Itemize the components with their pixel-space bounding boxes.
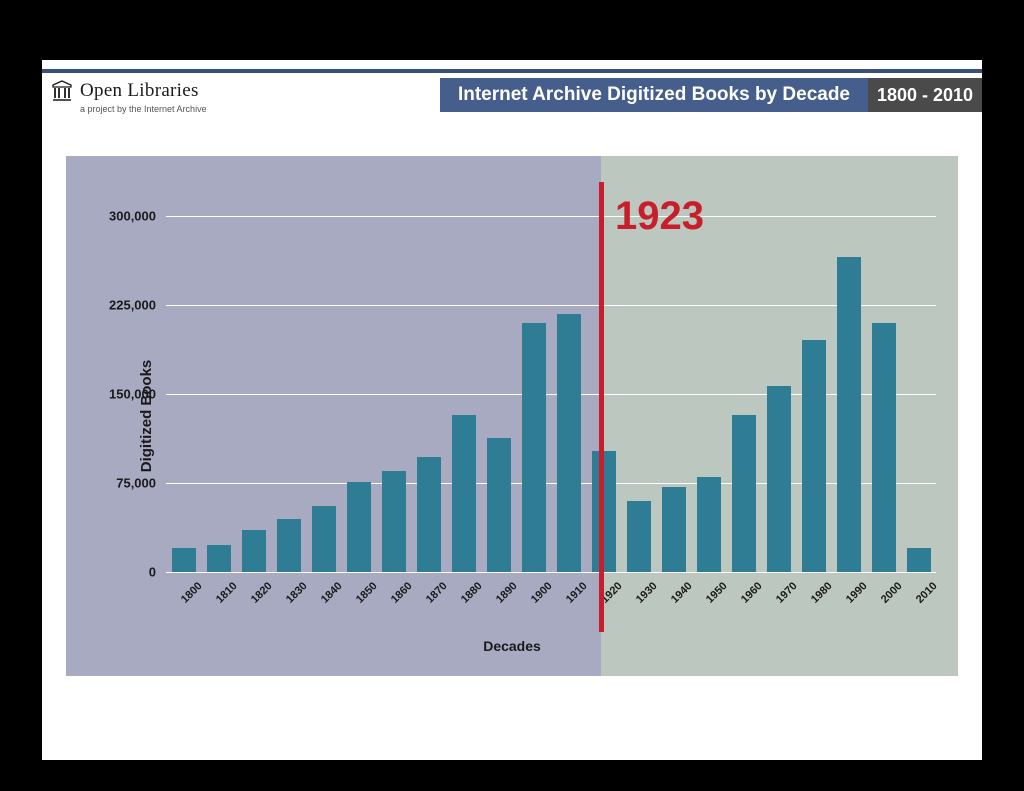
date-range: 1800 - 2010 <box>877 85 973 106</box>
bar <box>487 438 511 572</box>
bar <box>382 471 406 572</box>
plot-area: 075,000150,000225,000300,000180018101820… <box>166 192 936 572</box>
page-container: Open Libraries a project by the Internet… <box>42 60 982 760</box>
bar <box>557 314 581 572</box>
ytick-label: 300,000 <box>109 208 156 223</box>
archive-icon <box>52 80 72 102</box>
bar <box>172 548 196 572</box>
chart: Digitized Books 075,000150,000225,000300… <box>66 156 958 676</box>
bar <box>732 415 756 572</box>
bar <box>907 548 931 572</box>
logo-area: Open Libraries a project by the Internet… <box>42 78 207 112</box>
bar <box>872 323 896 572</box>
bar <box>417 457 441 572</box>
divider-line <box>599 182 604 632</box>
chart-title: Internet Archive Digitized Books by Deca… <box>458 84 850 106</box>
bar <box>522 323 546 572</box>
bar <box>452 415 476 572</box>
x-axis-title: Decades <box>483 638 541 654</box>
bar <box>662 487 686 573</box>
ytick-label: 150,000 <box>109 386 156 401</box>
gridline <box>166 216 936 217</box>
bar <box>242 530 266 572</box>
logo-text: Open Libraries a project by the Internet… <box>80 80 207 114</box>
ytick-label: 75,000 <box>116 475 156 490</box>
header-row: Open Libraries a project by the Internet… <box>42 78 982 112</box>
bar <box>277 519 301 572</box>
bar <box>697 477 721 572</box>
bar <box>837 257 861 572</box>
bar <box>627 501 651 572</box>
logo-subtitle: a project by the Internet Archive <box>80 104 207 114</box>
gridline <box>166 305 936 306</box>
divider-label: 1923 <box>615 194 704 239</box>
bar <box>802 340 826 572</box>
ytick-label: 225,000 <box>109 297 156 312</box>
header-accent-bar <box>42 69 982 73</box>
bar <box>767 386 791 572</box>
chart-title-block: Internet Archive Digitized Books by Deca… <box>440 78 868 112</box>
y-axis-title: Digitized Books <box>138 360 155 473</box>
gridline <box>166 572 936 573</box>
ytick-label: 0 <box>149 565 156 580</box>
date-range-block: 1800 - 2010 <box>868 78 982 112</box>
bar <box>347 482 371 572</box>
logo-title: Open Libraries <box>80 80 207 102</box>
bar <box>312 506 336 573</box>
bar <box>207 545 231 572</box>
